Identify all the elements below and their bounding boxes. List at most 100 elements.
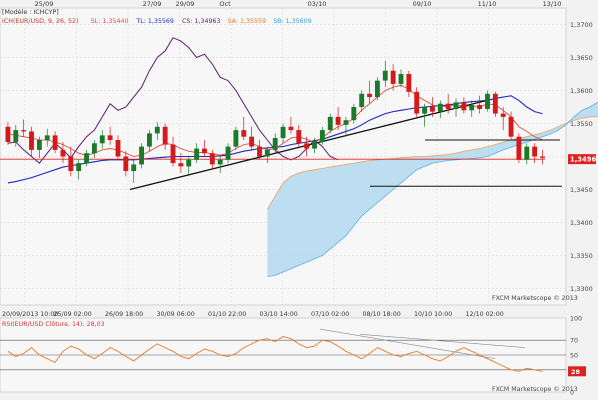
legend-entry: ICH(EUR/USD, 9, 26, 52) bbox=[2, 18, 78, 25]
candle-body bbox=[115, 140, 121, 157]
candle-body bbox=[68, 156, 74, 172]
rsi-tick-label: 100 bbox=[570, 316, 582, 323]
candle-body bbox=[280, 126, 286, 139]
bottom-date-label: 30/09 06:00 bbox=[157, 311, 195, 318]
price-tick-label: 1,3450 bbox=[570, 186, 593, 194]
legend-entry: SA: 1,35559 bbox=[228, 18, 266, 25]
candle-body bbox=[288, 126, 294, 131]
bottom-date-label: 12/10 02:00 bbox=[466, 311, 504, 318]
candle-body bbox=[60, 149, 66, 157]
candle-body bbox=[146, 133, 152, 147]
candle-body bbox=[319, 130, 325, 142]
candle-body bbox=[351, 107, 357, 121]
top-date-label: 03/10 bbox=[308, 0, 327, 8]
candle-body bbox=[154, 126, 160, 134]
price-tag-box bbox=[568, 154, 596, 165]
candle-body bbox=[131, 164, 137, 172]
senkou-b-line bbox=[267, 101, 598, 278]
candle-body bbox=[335, 116, 341, 125]
candle-body bbox=[485, 93, 490, 109]
rsi-label: RSI(EUR/USD Clôture, 14): 28,03 bbox=[2, 320, 105, 328]
top-date-label: 13/10 bbox=[543, 0, 562, 8]
candle-body bbox=[249, 136, 255, 147]
candle-body bbox=[516, 136, 522, 160]
candle-body bbox=[540, 156, 545, 158]
candle-body bbox=[44, 135, 50, 140]
candle-body bbox=[492, 93, 498, 114]
top-date-label: Oct bbox=[219, 0, 231, 8]
candle-body bbox=[209, 153, 215, 165]
candle-body bbox=[390, 70, 396, 84]
price-tick-label: 1,3700 bbox=[570, 21, 593, 29]
price-tick-label: 1,3650 bbox=[570, 54, 593, 62]
candle-body bbox=[367, 93, 372, 98]
candle-body bbox=[398, 74, 404, 84]
price-tick-label: 1,3550 bbox=[570, 120, 593, 128]
candle-body bbox=[91, 143, 97, 154]
candle-body bbox=[327, 116, 333, 131]
candle-body bbox=[99, 135, 105, 144]
candle-body bbox=[461, 102, 467, 111]
price-tag-label: 1,3496 bbox=[570, 156, 596, 164]
bottom-date-label: 08/10 18:00 bbox=[363, 311, 401, 318]
top-date-label: 25/09 bbox=[35, 0, 54, 8]
rsi-tick-label: 70 bbox=[570, 338, 578, 345]
price-tick-label: 1,3400 bbox=[570, 219, 593, 227]
rsi-tag-label: 28 bbox=[571, 368, 581, 376]
candles bbox=[5, 60, 545, 183]
price-tick-label: 1,3300 bbox=[570, 285, 593, 293]
watermark: FXCM Marketscope © 2013 bbox=[492, 294, 578, 302]
candle-body bbox=[107, 135, 113, 140]
rsi-trend-line bbox=[319, 328, 496, 359]
candle-body bbox=[217, 159, 223, 165]
candle-body bbox=[477, 105, 483, 109]
price-tick-label: 1,3600 bbox=[570, 87, 593, 95]
candle-body bbox=[84, 153, 89, 164]
candle-body bbox=[437, 103, 443, 112]
candle-body bbox=[21, 130, 27, 132]
candle-body bbox=[359, 93, 365, 107]
rsi-trend-line bbox=[359, 333, 526, 348]
top-date-label: 27/09 bbox=[143, 0, 162, 8]
candle-body bbox=[13, 130, 19, 142]
candle-body bbox=[194, 148, 200, 160]
candle-body bbox=[170, 144, 176, 164]
candle-body bbox=[186, 159, 192, 167]
candle-body bbox=[5, 126, 11, 142]
candle-body bbox=[233, 130, 239, 147]
candle-body bbox=[422, 107, 428, 114]
rsi-tick-label: 0 bbox=[570, 390, 574, 397]
candle-body bbox=[414, 91, 420, 114]
candle-body bbox=[500, 113, 506, 117]
candle-body bbox=[296, 130, 302, 144]
candle-body bbox=[272, 138, 278, 150]
top-date-label: 09/10 bbox=[413, 0, 432, 8]
candle-body bbox=[52, 135, 58, 150]
candle-body bbox=[162, 126, 168, 145]
candle-body bbox=[139, 146, 145, 165]
candle-body bbox=[29, 131, 34, 150]
watermark: FXCM Marketscope © 2013 bbox=[492, 385, 578, 393]
top-date-label: 11/10 bbox=[478, 0, 497, 8]
legend-entry: SB: 1,35609 bbox=[273, 18, 311, 25]
current-price-tag: 1,3496 bbox=[568, 154, 596, 165]
legend-entry: CS: 1,34963 bbox=[182, 18, 221, 25]
senkou-a-line bbox=[267, 116, 598, 210]
rsi-line bbox=[7, 336, 543, 372]
bottom-date-label: 01/10 22:00 bbox=[208, 311, 246, 318]
candle-body bbox=[430, 107, 435, 112]
candle-body bbox=[312, 141, 317, 149]
legend-entry: TL: 1,35569 bbox=[135, 18, 174, 25]
candle-body bbox=[445, 103, 451, 109]
candle-body bbox=[123, 156, 129, 172]
price-tick-label: 1,3350 bbox=[570, 252, 593, 260]
bottom-date-label: 26/09 18:00 bbox=[105, 311, 143, 318]
candle-body bbox=[202, 148, 207, 154]
candle-body bbox=[453, 102, 459, 109]
candle-body bbox=[304, 143, 310, 149]
candle-body bbox=[532, 146, 538, 157]
top-date-label: 29/09 bbox=[176, 0, 195, 8]
candle-body bbox=[76, 163, 82, 172]
candle-body bbox=[508, 116, 514, 137]
